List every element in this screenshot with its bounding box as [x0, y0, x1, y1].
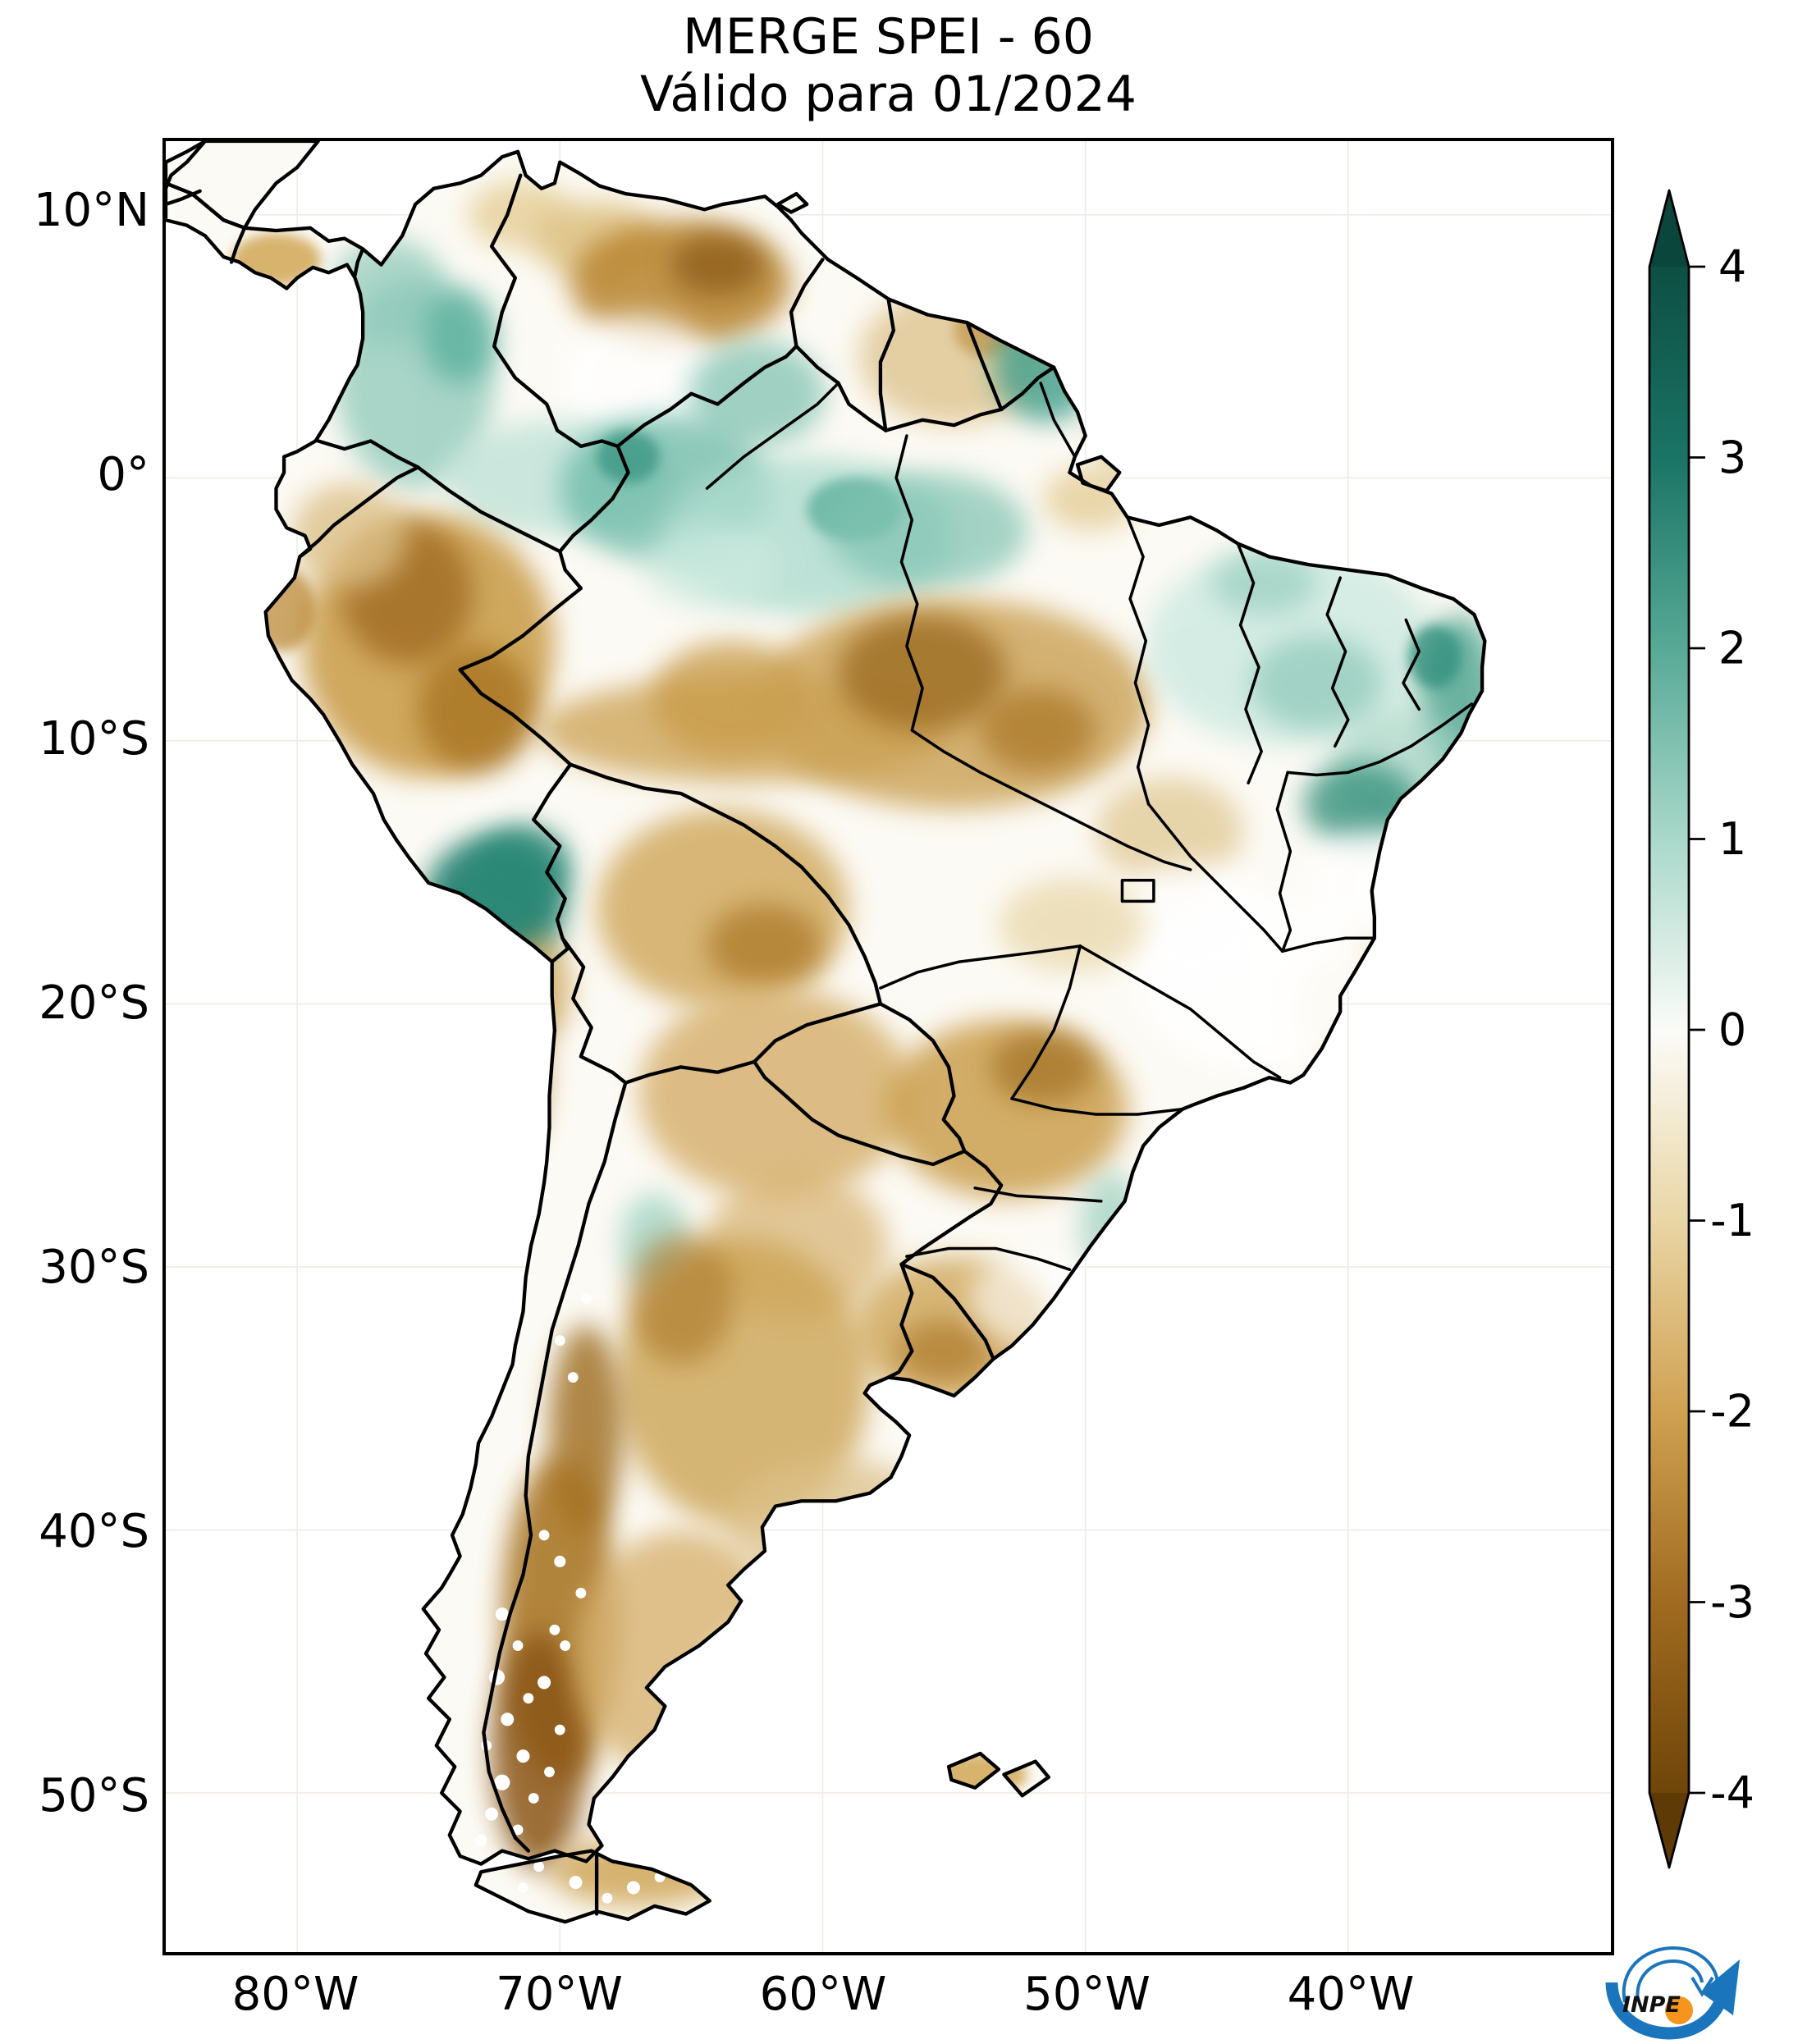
colorbar-tick-label: 1 — [1718, 813, 1746, 865]
lat-tick-label: 30°S — [39, 1241, 149, 1294]
lon-tick-label: 50°W — [1023, 1968, 1151, 2021]
inpe-logo-inner-arc — [1636, 1959, 1704, 2001]
plot-title-line2: Válido para 01/2024 — [640, 66, 1137, 123]
lat-tick-label: 10°N — [33, 184, 149, 237]
colorbar-tick-label: 0 — [1718, 1004, 1746, 1056]
inpe-logo-down-arrow — [1690, 1976, 1714, 1997]
lon-tick-label: 70°W — [496, 1968, 623, 2021]
colorbar-tick-label: -3 — [1710, 1576, 1755, 1628]
inpe-logo: INPE — [1605, 1946, 1740, 2040]
south-america-spei-map — [166, 141, 1611, 1952]
colorbar-gradient-bar — [1649, 267, 1689, 1793]
lon-tick-label: 60°W — [759, 1968, 887, 2021]
colorbar-tick-label: -2 — [1710, 1386, 1755, 1438]
country-borders — [166, 141, 1056, 1916]
inpe-logo-swoosh — [1605, 1982, 1725, 2040]
plot-title: MERGE SPEI - 60 Válido para 01/2024 — [162, 8, 1614, 123]
inpe-logo-outer-arc — [1622, 1946, 1719, 2003]
colorbar-tick-label: 3 — [1718, 432, 1746, 483]
state-borders — [705, 382, 1474, 1271]
colorbar-under-arrow — [1649, 1793, 1689, 1868]
lat-tick-label: 40°S — [39, 1505, 149, 1558]
inpe-logo-arrow — [1700, 1959, 1740, 2015]
plot-title-line1: MERGE SPEI - 60 — [683, 8, 1094, 66]
lat-tick-label: 10°S — [39, 712, 149, 766]
colorbar-ticks: 4 3 2 1 0 -1 -2 -3 -4 — [1689, 241, 1755, 1819]
colorbar-tick-label: -4 — [1710, 1767, 1755, 1819]
lon-tick-label: 40°W — [1287, 1968, 1415, 2021]
lat-tick-label: 20°S — [39, 976, 149, 1030]
lat-tick-label: 0° — [97, 448, 149, 501]
colorbar-tick-label: 4 — [1718, 241, 1746, 293]
colorbar-over-arrow — [1649, 190, 1689, 267]
inpe-logo-text: INPE — [1622, 1992, 1681, 2018]
spei-colorbar: 4 3 2 1 0 -1 -2 -3 -4 — [1648, 189, 1755, 1869]
inpe-logo-orange-dot — [1665, 1996, 1693, 2024]
lat-tick-label: 50°S — [39, 1769, 149, 1822]
lon-tick-label: 80°W — [231, 1968, 359, 2021]
map-plot-area: INPE — [162, 138, 1740, 2040]
colorbar-tick-label: 2 — [1718, 623, 1746, 674]
colorbar-tick-label: -1 — [1710, 1195, 1755, 1246]
